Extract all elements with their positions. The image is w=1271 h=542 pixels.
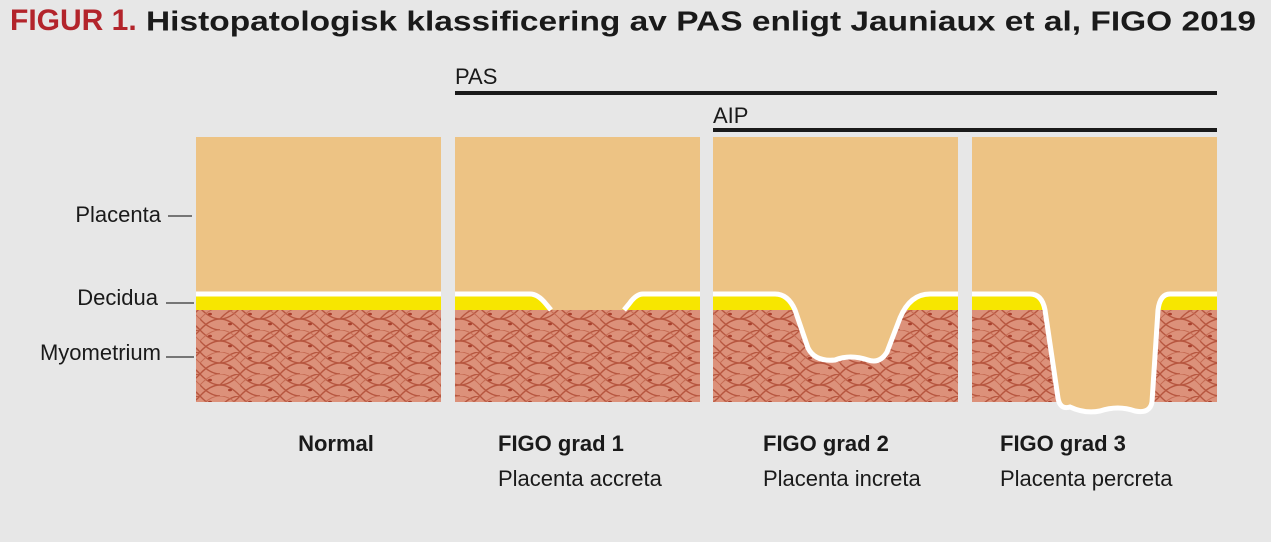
panel — [455, 137, 700, 402]
panel-title: FIGO grad 3 — [1000, 431, 1126, 456]
myometrium — [196, 296, 441, 402]
layer-label: Myometrium — [40, 340, 161, 365]
panel — [972, 137, 1217, 415]
panel-title: Normal — [298, 431, 374, 456]
myometrium — [455, 296, 700, 402]
bracket-label: PAS — [455, 64, 497, 89]
panel-subtitle: Placenta percreta — [1000, 466, 1173, 491]
panel-title: FIGO grad 1 — [498, 431, 624, 456]
placenta — [196, 137, 441, 296]
figure-label: FIGUR 1. — [10, 4, 137, 37]
layer-label: Decidua — [77, 285, 158, 310]
boundary — [972, 291, 1217, 415]
bracket-label: AIP — [713, 103, 748, 128]
panel — [196, 137, 441, 402]
decidua — [196, 296, 441, 310]
panel — [713, 137, 958, 402]
placenta — [713, 137, 958, 361]
placenta — [455, 137, 700, 310]
boundary — [455, 291, 700, 312]
panel-subtitle: Placenta increta — [763, 466, 922, 491]
panel-subtitle: Placenta accreta — [498, 466, 663, 491]
boundary — [713, 291, 958, 364]
panel-title: FIGO grad 2 — [763, 431, 889, 456]
layer-label: Placenta — [75, 202, 161, 227]
figure-title: Histopatologisk klassificering av PAS en… — [146, 5, 1256, 36]
panels — [196, 137, 1217, 415]
